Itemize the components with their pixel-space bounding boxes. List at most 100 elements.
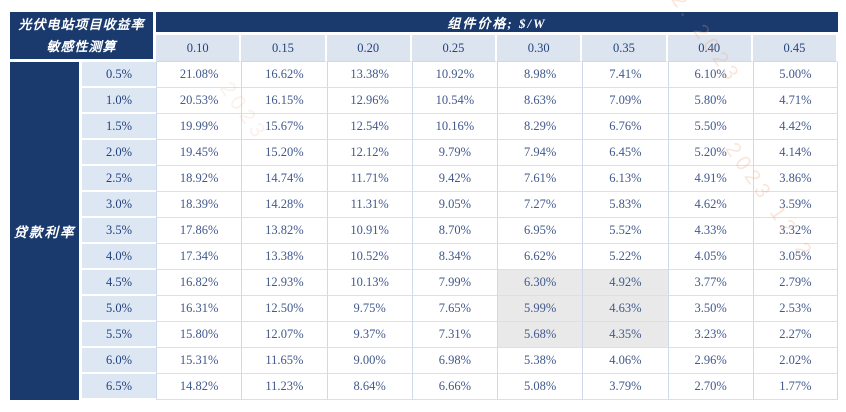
data-cell: 7.94% — [497, 140, 583, 166]
data-cell: 10.92% — [411, 62, 497, 88]
data-cell: 10.52% — [326, 244, 412, 270]
data-cell: 9.42% — [411, 166, 497, 192]
corner-title-line2: 敏感性测算 — [46, 38, 117, 54]
data-cell: 6.30% — [497, 270, 583, 296]
data-cell: 7.65% — [411, 296, 497, 322]
data-cell: 1.77% — [752, 374, 838, 400]
data-cell: 3.79% — [582, 374, 668, 400]
row-header: 3.5% — [82, 218, 156, 244]
data-cell: 10.13% — [326, 270, 412, 296]
data-cell: 5.99% — [497, 296, 583, 322]
data-cell: 5.80% — [667, 88, 753, 114]
data-cell: 13.38% — [326, 62, 412, 88]
data-cell: 5.68% — [497, 322, 583, 348]
row-header: 2.5% — [82, 166, 156, 192]
data-cell: 13.38% — [241, 244, 327, 270]
row-header: 5.0% — [82, 296, 156, 322]
column-axis-label: 组件价格; $/W — [447, 15, 547, 31]
data-cell: 16.15% — [241, 88, 327, 114]
table-corner-title: 光伏电站项目收益率 敏感性测算 — [10, 12, 156, 62]
row-header: 2.0% — [82, 140, 156, 166]
row-header: 1.0% — [82, 88, 156, 114]
column-header: 0.45 — [752, 35, 838, 62]
data-cell: 12.54% — [326, 114, 412, 140]
data-cell: 6.66% — [411, 374, 497, 400]
data-cell: 7.61% — [497, 166, 583, 192]
data-cell: 8.29% — [497, 114, 583, 140]
data-cell: 7.41% — [582, 62, 668, 88]
row-header: 6.0% — [82, 348, 156, 374]
data-cell: 4.92% — [582, 270, 668, 296]
data-cell: 10.91% — [326, 218, 412, 244]
data-cell: 17.86% — [156, 218, 242, 244]
data-cell: 11.23% — [241, 374, 327, 400]
data-cell: 5.83% — [582, 192, 668, 218]
data-cell: 10.16% — [411, 114, 497, 140]
data-cell: 4.62% — [667, 192, 753, 218]
data-cell: 2.02% — [752, 348, 838, 374]
data-cell: 6.10% — [667, 62, 753, 88]
corner-title-line1: 光伏电站项目收益率 — [18, 17, 145, 33]
data-cell: 3.50% — [667, 296, 753, 322]
sensitivity-table: 光伏电站项目收益率 敏感性测算 组件价格; $/W 贷款利率 0.10 0.15 0… — [10, 12, 838, 400]
data-cell: 12.12% — [326, 140, 412, 166]
data-cell: 16.82% — [156, 270, 242, 296]
data-cell: 19.99% — [156, 114, 242, 140]
data-cell: 16.31% — [156, 296, 242, 322]
data-cell: 5.52% — [582, 218, 668, 244]
data-cell: 3.86% — [752, 166, 838, 192]
data-cell: 4.71% — [752, 88, 838, 114]
data-cell: 6.95% — [497, 218, 583, 244]
data-cell: 15.67% — [241, 114, 327, 140]
data-cell: 14.28% — [241, 192, 327, 218]
data-cell: 4.91% — [667, 166, 753, 192]
data-cell: 7.31% — [411, 322, 497, 348]
data-cell: 8.98% — [497, 62, 583, 88]
data-cell: 9.37% — [326, 322, 412, 348]
data-cell: 5.20% — [667, 140, 753, 166]
column-header: 0.40 — [667, 35, 753, 62]
data-cell: 6.45% — [582, 140, 668, 166]
data-cell: 7.27% — [497, 192, 583, 218]
row-header: 5.5% — [82, 322, 156, 348]
data-cell: 5.08% — [497, 374, 583, 400]
column-header: 0.30 — [497, 35, 583, 62]
data-cell: 8.64% — [326, 374, 412, 400]
data-cell: 14.82% — [156, 374, 242, 400]
data-cell: 11.71% — [326, 166, 412, 192]
data-cell: 9.75% — [326, 296, 412, 322]
data-cell: 15.20% — [241, 140, 327, 166]
data-cell: 2.70% — [667, 374, 753, 400]
data-cell: 4.14% — [752, 140, 838, 166]
data-cell: 5.00% — [752, 62, 838, 88]
data-cell: 4.06% — [582, 348, 668, 374]
data-cell: 8.70% — [411, 218, 497, 244]
row-header: 3.0% — [82, 192, 156, 218]
data-cell: 9.00% — [326, 348, 412, 374]
data-cell: 3.05% — [752, 244, 838, 270]
data-cell: 4.35% — [582, 322, 668, 348]
data-cell: 2.96% — [667, 348, 753, 374]
data-cell: 16.62% — [241, 62, 327, 88]
data-cell: 6.98% — [411, 348, 497, 374]
data-cell: 2.79% — [752, 270, 838, 296]
data-cell: 6.13% — [582, 166, 668, 192]
data-cell: 21.08% — [156, 62, 242, 88]
data-cell: 14.74% — [241, 166, 327, 192]
row-header: 1.5% — [82, 114, 156, 140]
data-cell: 3.32% — [752, 218, 838, 244]
data-cell: 5.22% — [582, 244, 668, 270]
row-header: 6.5% — [82, 374, 156, 400]
column-header: 0.20 — [326, 35, 412, 62]
data-cell: 8.63% — [497, 88, 583, 114]
data-cell: 3.23% — [667, 322, 753, 348]
data-cell: 6.76% — [582, 114, 668, 140]
data-cell: 12.93% — [241, 270, 327, 296]
row-header: 0.5% — [82, 62, 156, 88]
data-cell: 2.53% — [752, 296, 838, 322]
data-cell: 5.50% — [667, 114, 753, 140]
data-cell: 4.05% — [667, 244, 753, 270]
data-cell: 15.80% — [156, 322, 242, 348]
column-axis-header: 组件价格; $/W — [156, 12, 838, 35]
